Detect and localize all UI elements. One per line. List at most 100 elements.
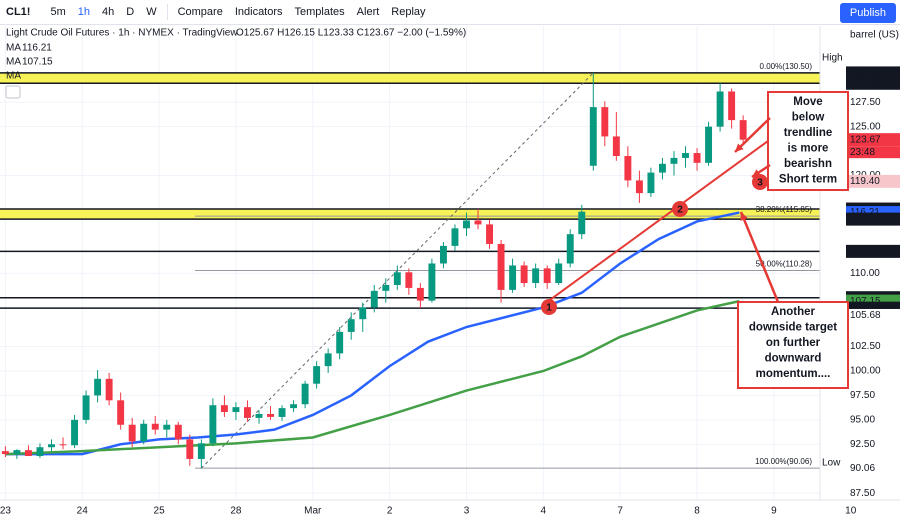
annotation-text: is more (788, 143, 829, 155)
arrow-head (740, 212, 748, 221)
candle-body (509, 265, 517, 290)
legend-title: Light Crude Oil Futures · 1h · NYMEX · T… (6, 28, 238, 39)
x-tick-label: 2 (387, 506, 393, 517)
annotation-text: bearishn (784, 158, 832, 170)
candle-body (716, 91, 724, 127)
candle-body (405, 272, 413, 288)
x-tick-label: 28 (230, 506, 242, 517)
candle-body (705, 126, 713, 163)
annotation-box (767, 91, 849, 191)
legend-ohlc: O125.67 H126.15 L123.33 C123.67 −2.00 (−… (236, 28, 466, 39)
candle-body (94, 378, 102, 396)
countdown-label: 23:48 (850, 147, 875, 158)
annotation-text: Another (771, 306, 816, 318)
marker (752, 174, 768, 190)
y-tick-label: 125.00 (850, 121, 881, 132)
candle-body (140, 423, 148, 442)
fib-label: 50.00%(110.28) (756, 260, 813, 269)
arrow-head (735, 143, 744, 152)
candle-body (24, 450, 32, 457)
y-tick-label: 102.50 (850, 341, 881, 352)
y-tick-label: 97.50 (850, 390, 875, 401)
price-tag-label: 123.67 (850, 134, 881, 145)
x-tick-label: 24 (77, 506, 89, 517)
candle-body (197, 443, 205, 459)
candle-body (324, 353, 332, 367)
unit-label[interactable]: barrel (US) (850, 30, 899, 41)
publish-button[interactable]: Publish (839, 3, 896, 23)
price-tag-label: 119.40 (850, 176, 880, 187)
candle-body (497, 243, 505, 290)
price-tag (846, 174, 900, 188)
annotation-text: on further (766, 337, 821, 349)
candle-body (105, 378, 113, 401)
price-tag-label: 115.54 (850, 214, 880, 225)
price-tag-label: 107.15 (850, 296, 881, 307)
time-axis (0, 500, 900, 522)
fib-label: 100.00%(90.06) (755, 457, 812, 466)
candle-body (59, 444, 67, 446)
candle-body (163, 424, 171, 430)
trendline (549, 137, 773, 301)
y-tick-label: 95.00 (850, 415, 875, 426)
x-tick-label: 9 (771, 506, 777, 517)
interval[interactable]: 5m (50, 6, 66, 18)
symbol[interactable]: CL1! (6, 6, 31, 18)
toolbar-button[interactable]: Alert (356, 6, 380, 18)
interval[interactable]: W (146, 6, 157, 18)
price-tag-label: 105.68 (850, 310, 881, 321)
candle-body (278, 408, 286, 417)
marker-label: 2 (677, 205, 683, 216)
candle-body (174, 424, 182, 440)
legend-ma-value: 107.15 (22, 57, 53, 68)
toolbar: CL1! 5m 1h 4h D W Compare Indicators Tem… (0, 0, 900, 25)
zone (0, 72, 820, 84)
price-tag (846, 461, 900, 475)
candle-body (428, 263, 436, 301)
candle-body (128, 424, 136, 442)
candle-body (520, 265, 528, 284)
collapse-button[interactable] (5, 85, 21, 99)
candle-body (463, 220, 470, 229)
x-tick-label: 4 (541, 506, 547, 517)
candle-body (13, 450, 21, 455)
price-tag (846, 133, 900, 147)
candle-body (601, 107, 609, 137)
annotation-text: trendline (784, 127, 833, 139)
annotation-text: Short term (779, 174, 837, 186)
interval[interactable]: 4h (101, 6, 115, 18)
candle-body (682, 153, 689, 158)
candle-body (290, 404, 298, 409)
zone (0, 209, 820, 220)
toolbar-button[interactable]: Compare (177, 6, 223, 18)
price-tag-label: 112.24 (850, 246, 880, 257)
candle-body (451, 228, 459, 246)
annotation-text: downside target (749, 322, 837, 334)
plot-area (0, 26, 820, 500)
legend-ma-value: 116.21 (22, 43, 52, 54)
toolbar-button[interactable]: Indicators (234, 6, 283, 18)
candle-body (370, 290, 378, 308)
candle-body (1, 451, 9, 455)
price-tag (846, 308, 900, 322)
interval[interactable]: 1h (77, 6, 90, 18)
candle-body (313, 366, 321, 384)
high-label: High (822, 53, 843, 64)
candle-body (232, 407, 240, 413)
candle-body (670, 157, 678, 164)
candle-body (624, 155, 632, 181)
candle-body (117, 400, 125, 425)
candle-body (566, 234, 574, 264)
legend-ma-name: MA (6, 71, 21, 82)
x-tick-label: Mar (304, 506, 322, 517)
marker-label: 3 (757, 178, 763, 189)
price-tag (846, 76, 900, 90)
interval[interactable]: D (126, 6, 135, 18)
y-tick-label: 92.50 (850, 439, 875, 450)
ma-line (5, 211, 740, 456)
toolbar-button[interactable]: Templates (294, 6, 345, 18)
candle-body (416, 287, 424, 301)
toolbar-button[interactable]: Replay (391, 6, 426, 18)
candle-body (658, 163, 666, 173)
